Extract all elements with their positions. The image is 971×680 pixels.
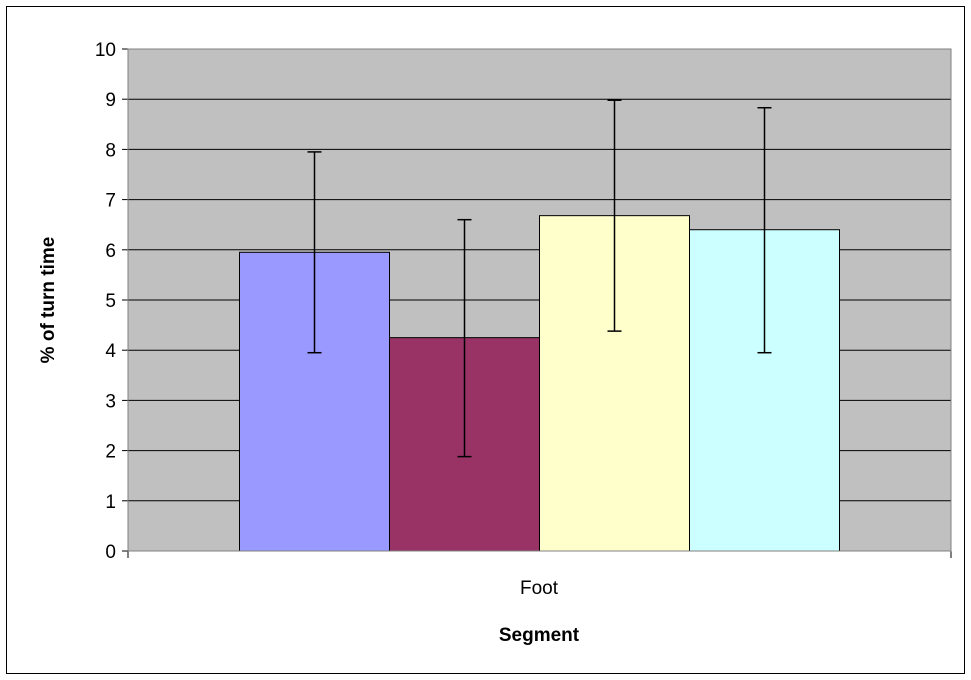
- y-tick-label: 1: [105, 492, 116, 513]
- x-category-label: Foot: [520, 578, 559, 599]
- y-axis-title: % of turn time: [38, 237, 59, 364]
- error-bars: [307, 99, 772, 458]
- y-tick-label: 3: [105, 391, 116, 412]
- y-tick-label: 2: [105, 442, 116, 463]
- y-tick-label: 10: [95, 40, 116, 61]
- y-tick-label: 5: [105, 291, 116, 312]
- y-tick-label: 9: [105, 90, 116, 111]
- y-tick-labels: 0 1 2 3 4 5 6 7 8 9 10: [95, 40, 117, 563]
- plot-border: [127, 48, 952, 552]
- y-tick-label: 6: [105, 241, 116, 262]
- y-tick-label: 7: [105, 191, 116, 212]
- x-axis-title: Segment: [499, 625, 580, 646]
- y-tick-label: 8: [105, 140, 116, 161]
- y-tick-label: 0: [105, 542, 116, 563]
- axes: [122, 48, 952, 558]
- bars: [239, 215, 840, 552]
- y-tick-label: 4: [105, 341, 116, 362]
